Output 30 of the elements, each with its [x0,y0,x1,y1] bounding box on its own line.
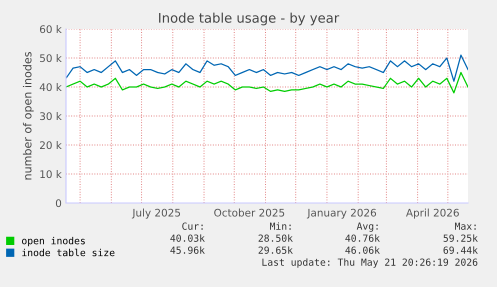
chart-title: Inode table usage - by year [159,12,340,26]
legend-label: inode table size [22,248,114,256]
text: 28.50k [258,234,293,242]
line-series [66,54,468,82]
y-tick-label: 10 k [40,170,62,178]
x-tick-label: January 2026 [306,208,376,219]
x-tick-label: October 2025 [214,208,284,217]
text: 40.76k [345,234,380,242]
text: 40.03k [170,234,205,242]
legend-label: open inodes [22,236,85,246]
y-tick-label: 40 k [40,83,62,92]
y-tick-label: 30 k [40,112,62,120]
text: Max: [454,222,476,230]
y-tick-label: 0 [56,199,62,208]
y-tick-label: 50 k [40,54,62,62]
text: 59.25k [444,234,478,242]
text: 69.44k [444,246,478,254]
line-series [66,72,468,94]
x-tick-label: April 2026 [406,208,459,219]
text: Last update: Thu May 21 20:26:19 2026 [262,258,478,268]
y-tick-label: 60 k [40,25,62,34]
text: 46.06k [345,246,380,254]
y-axis-title: number of open inodes [22,52,34,180]
text: 45.96k [170,246,205,254]
text: Cur: [182,222,203,230]
x-tick-label: July 2025 [132,208,180,219]
text: Min: [270,222,291,230]
y-tick-label: 20 k [40,141,62,150]
text: Avg: [356,222,378,232]
text: 29.65k [258,246,293,254]
